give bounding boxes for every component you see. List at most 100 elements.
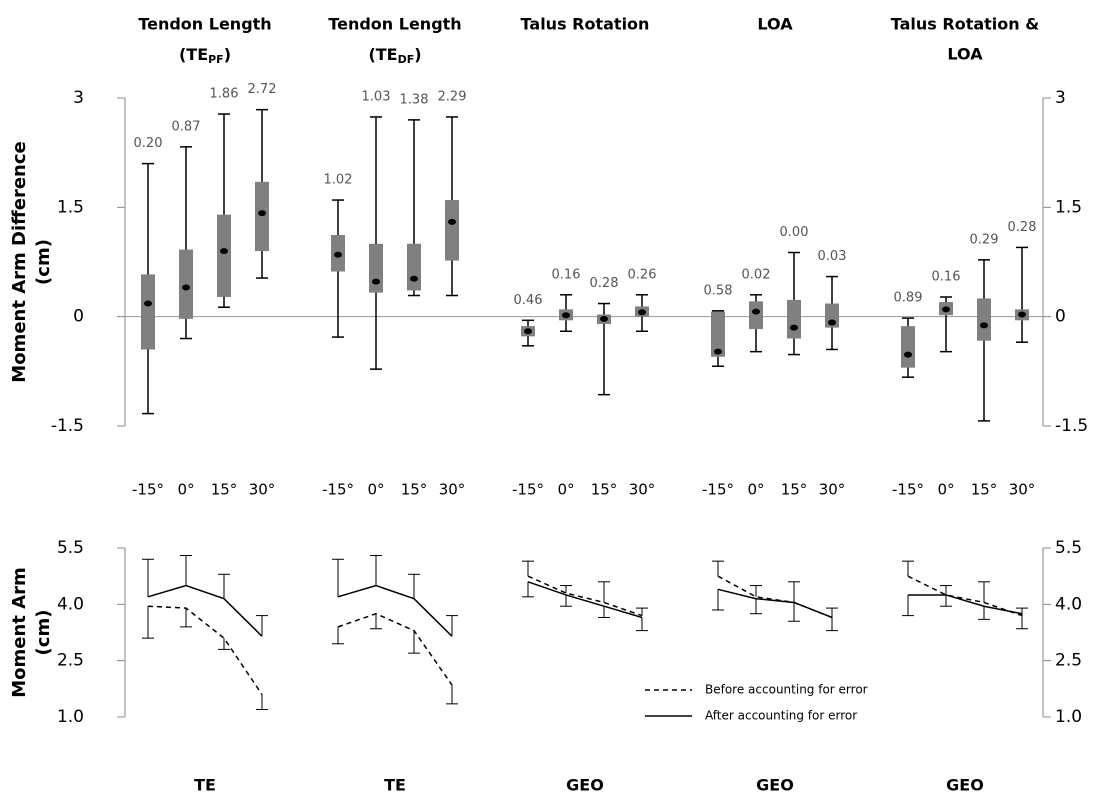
median xyxy=(904,351,912,358)
series-line xyxy=(337,612,453,686)
group-title: Talus Rotation xyxy=(521,15,650,34)
series-line xyxy=(527,581,643,619)
median xyxy=(448,218,456,225)
legend-label: After accounting for error xyxy=(705,709,857,723)
y-axis-title: (cm) xyxy=(33,239,54,285)
box xyxy=(217,214,231,297)
median xyxy=(828,319,836,326)
group-label: GEO xyxy=(756,776,794,795)
median xyxy=(410,275,418,282)
box xyxy=(787,299,801,339)
group-label: GEO xyxy=(566,776,604,795)
box xyxy=(407,243,421,291)
angle-label: 0° xyxy=(937,481,954,499)
y-tick-label: -1.5 xyxy=(51,416,84,436)
y-tick-label: 1.0 xyxy=(57,707,84,727)
box-label: 0.58 xyxy=(704,283,733,298)
group-title-part: PF xyxy=(208,53,224,66)
series-line xyxy=(337,584,453,637)
group-label: TE xyxy=(194,776,216,795)
box-label: 2.72 xyxy=(248,82,277,97)
box-label: 0.87 xyxy=(172,119,201,134)
box-label: 0.03 xyxy=(818,249,847,264)
box xyxy=(749,301,763,330)
box xyxy=(179,249,193,319)
y-tick-label: 4.0 xyxy=(57,594,84,614)
angle-label: 0° xyxy=(557,481,574,499)
y2-tick-label: 4.0 xyxy=(1055,594,1082,614)
angle-label: 30° xyxy=(629,481,656,499)
box xyxy=(255,181,269,252)
median xyxy=(334,251,342,258)
y-tick-label: 5.5 xyxy=(57,538,84,558)
angle-label: -15° xyxy=(132,481,164,499)
box-label: 0.26 xyxy=(628,267,657,282)
box-label: 0.16 xyxy=(552,267,581,282)
box-label: 1.02 xyxy=(324,173,353,188)
angle-label: 30° xyxy=(819,481,846,499)
median xyxy=(1018,311,1026,318)
box xyxy=(141,274,155,350)
box-label: 1.86 xyxy=(210,87,239,102)
group-title: (TEDF) xyxy=(368,45,421,67)
series-line xyxy=(908,594,1023,615)
y2-tick-label: 5.5 xyxy=(1055,538,1082,558)
group-title: Talus Rotation & xyxy=(891,15,1039,34)
median xyxy=(182,284,190,291)
group-title-part: (TE xyxy=(179,45,208,64)
box xyxy=(369,243,383,293)
angle-label: -15° xyxy=(702,481,734,499)
y2-tick-label: 0 xyxy=(1055,307,1066,327)
y-tick-label: 0 xyxy=(73,307,84,327)
median xyxy=(980,322,988,329)
group-title: (TEPF) xyxy=(179,45,231,67)
y-axis-title: (cm) xyxy=(33,610,54,656)
series-line xyxy=(717,588,833,619)
median xyxy=(562,312,570,319)
box-label: 0.46 xyxy=(514,293,543,308)
y-tick-label: 3 xyxy=(73,88,84,108)
y-axis-title: Moment Arm xyxy=(9,567,30,698)
median xyxy=(372,278,380,285)
box-label: 0.89 xyxy=(894,291,923,306)
median xyxy=(790,324,798,331)
angle-label: 30° xyxy=(439,481,466,499)
angle-label: 30° xyxy=(249,481,276,499)
box-label: 0.02 xyxy=(742,267,771,282)
angle-label: 15° xyxy=(591,481,618,499)
median xyxy=(258,210,266,217)
series-line xyxy=(147,584,263,637)
angle-label: 15° xyxy=(401,481,428,499)
series-line xyxy=(527,575,643,617)
box xyxy=(977,298,991,341)
group-label: GEO xyxy=(946,776,984,795)
median xyxy=(144,300,152,307)
angle-label: 0° xyxy=(367,481,384,499)
median xyxy=(600,315,608,322)
y-tick-label: 1.5 xyxy=(57,197,84,217)
group-title-part: ) xyxy=(414,45,421,64)
group-title-part: DF xyxy=(398,53,415,66)
box-label: 0.28 xyxy=(590,276,619,291)
box-label: 0.00 xyxy=(780,225,809,240)
angle-label: 15° xyxy=(211,481,238,499)
box-label: 0.16 xyxy=(932,269,961,284)
median xyxy=(714,348,722,355)
angle-label: 15° xyxy=(971,481,998,499)
group-label: TE xyxy=(384,776,406,795)
y2-tick-label: -1.5 xyxy=(1055,416,1088,436)
series-line xyxy=(147,605,263,695)
series-line xyxy=(907,575,1023,617)
y2-tick-label: 2.5 xyxy=(1055,651,1082,671)
box xyxy=(445,200,459,261)
box-label: 1.38 xyxy=(400,92,429,107)
group-title-part: ) xyxy=(224,45,231,64)
y2-tick-label: 1.5 xyxy=(1055,197,1082,217)
angle-label: 0° xyxy=(747,481,764,499)
group-title-part: (TE xyxy=(368,45,397,64)
y2-tick-label: 3 xyxy=(1055,88,1066,108)
box xyxy=(901,326,915,368)
group-title: LOA xyxy=(947,45,983,64)
box-label: 1.03 xyxy=(362,89,391,104)
